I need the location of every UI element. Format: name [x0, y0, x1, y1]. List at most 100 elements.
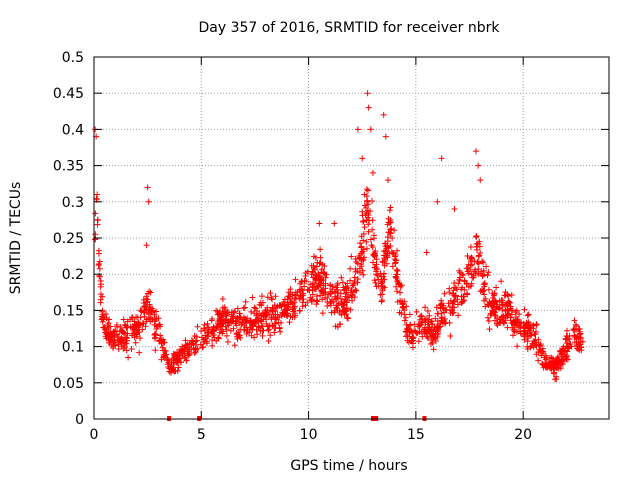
data-point	[186, 340, 193, 347]
data-point	[118, 343, 125, 350]
data-point	[563, 353, 570, 360]
data-point	[494, 322, 501, 329]
data-point	[147, 289, 154, 296]
data-point	[413, 308, 420, 315]
data-point	[573, 339, 580, 346]
data-point	[236, 332, 243, 339]
data-point	[477, 288, 484, 295]
data-point	[240, 305, 247, 312]
data-point	[451, 293, 458, 300]
data-point	[393, 273, 400, 280]
data-point	[517, 330, 524, 337]
data-point	[438, 302, 445, 309]
data-point	[303, 278, 310, 285]
data-point	[302, 269, 309, 276]
data-point	[381, 270, 388, 277]
data-point	[493, 284, 500, 291]
data-point	[234, 335, 241, 342]
data-point	[319, 296, 326, 303]
data-point	[92, 210, 99, 217]
y-tick-label: 0.2	[62, 267, 84, 283]
data-point	[514, 343, 521, 350]
data-point	[314, 298, 321, 305]
data-point	[371, 232, 378, 239]
data-point	[354, 260, 361, 267]
data-point	[325, 291, 332, 298]
data-point	[316, 220, 323, 227]
data-point	[202, 335, 209, 342]
data-point	[369, 197, 376, 204]
data-point	[133, 328, 140, 335]
data-point	[233, 322, 240, 329]
data-point	[388, 225, 395, 232]
data-point	[136, 349, 143, 356]
data-point	[395, 280, 402, 287]
data-point	[510, 332, 517, 339]
data-point	[501, 292, 508, 299]
y-tick-label: 0	[75, 412, 84, 428]
data-point	[95, 262, 102, 269]
data-point	[459, 271, 466, 278]
data-point	[485, 318, 492, 325]
data-point	[176, 348, 183, 355]
data-point	[296, 307, 303, 314]
data-point	[107, 336, 114, 343]
data-point	[358, 263, 365, 270]
data-point	[403, 333, 410, 340]
data-point	[237, 319, 244, 326]
data-point	[489, 290, 496, 297]
data-point	[338, 274, 345, 281]
data-point	[363, 204, 369, 211]
data-point	[566, 336, 573, 343]
data-point	[209, 315, 216, 322]
data-point	[108, 341, 115, 348]
data-point	[386, 229, 393, 236]
data-point	[334, 280, 341, 287]
data-point	[329, 286, 336, 293]
data-point	[392, 260, 399, 267]
data-point	[359, 208, 366, 215]
data-point	[192, 338, 199, 345]
data-point	[429, 332, 436, 339]
data-point	[301, 283, 308, 290]
data-point	[272, 293, 279, 300]
data-point	[146, 301, 153, 308]
data-point	[137, 314, 144, 321]
data-point	[487, 300, 494, 307]
data-point	[317, 254, 324, 261]
data-point	[424, 316, 431, 323]
data-point	[102, 311, 109, 318]
data-point	[145, 315, 152, 322]
data-point	[275, 319, 282, 326]
data-point	[521, 332, 528, 339]
data-point	[117, 338, 124, 345]
data-point	[362, 212, 369, 219]
data-point	[331, 220, 338, 227]
data-point	[117, 337, 124, 344]
data-point	[481, 297, 488, 304]
data-point	[432, 338, 439, 345]
data-point	[123, 335, 130, 342]
data-point	[563, 327, 570, 334]
data-point	[517, 323, 524, 330]
data-point	[323, 271, 330, 278]
data-point	[360, 237, 367, 244]
data-point	[183, 357, 190, 364]
data-point	[447, 310, 454, 317]
data-point	[182, 354, 189, 361]
data-point	[438, 314, 445, 321]
data-point	[354, 126, 361, 133]
data-point	[426, 312, 433, 319]
data-point	[259, 332, 266, 339]
data-point	[415, 338, 422, 345]
data-point	[106, 316, 113, 323]
data-point	[365, 228, 372, 235]
data-point	[143, 293, 150, 300]
data-point	[308, 297, 315, 304]
data-point	[344, 305, 351, 312]
data-point	[369, 217, 376, 224]
data-point	[347, 277, 354, 284]
data-point	[153, 325, 160, 332]
data-point	[231, 308, 238, 315]
data-point	[361, 224, 368, 231]
